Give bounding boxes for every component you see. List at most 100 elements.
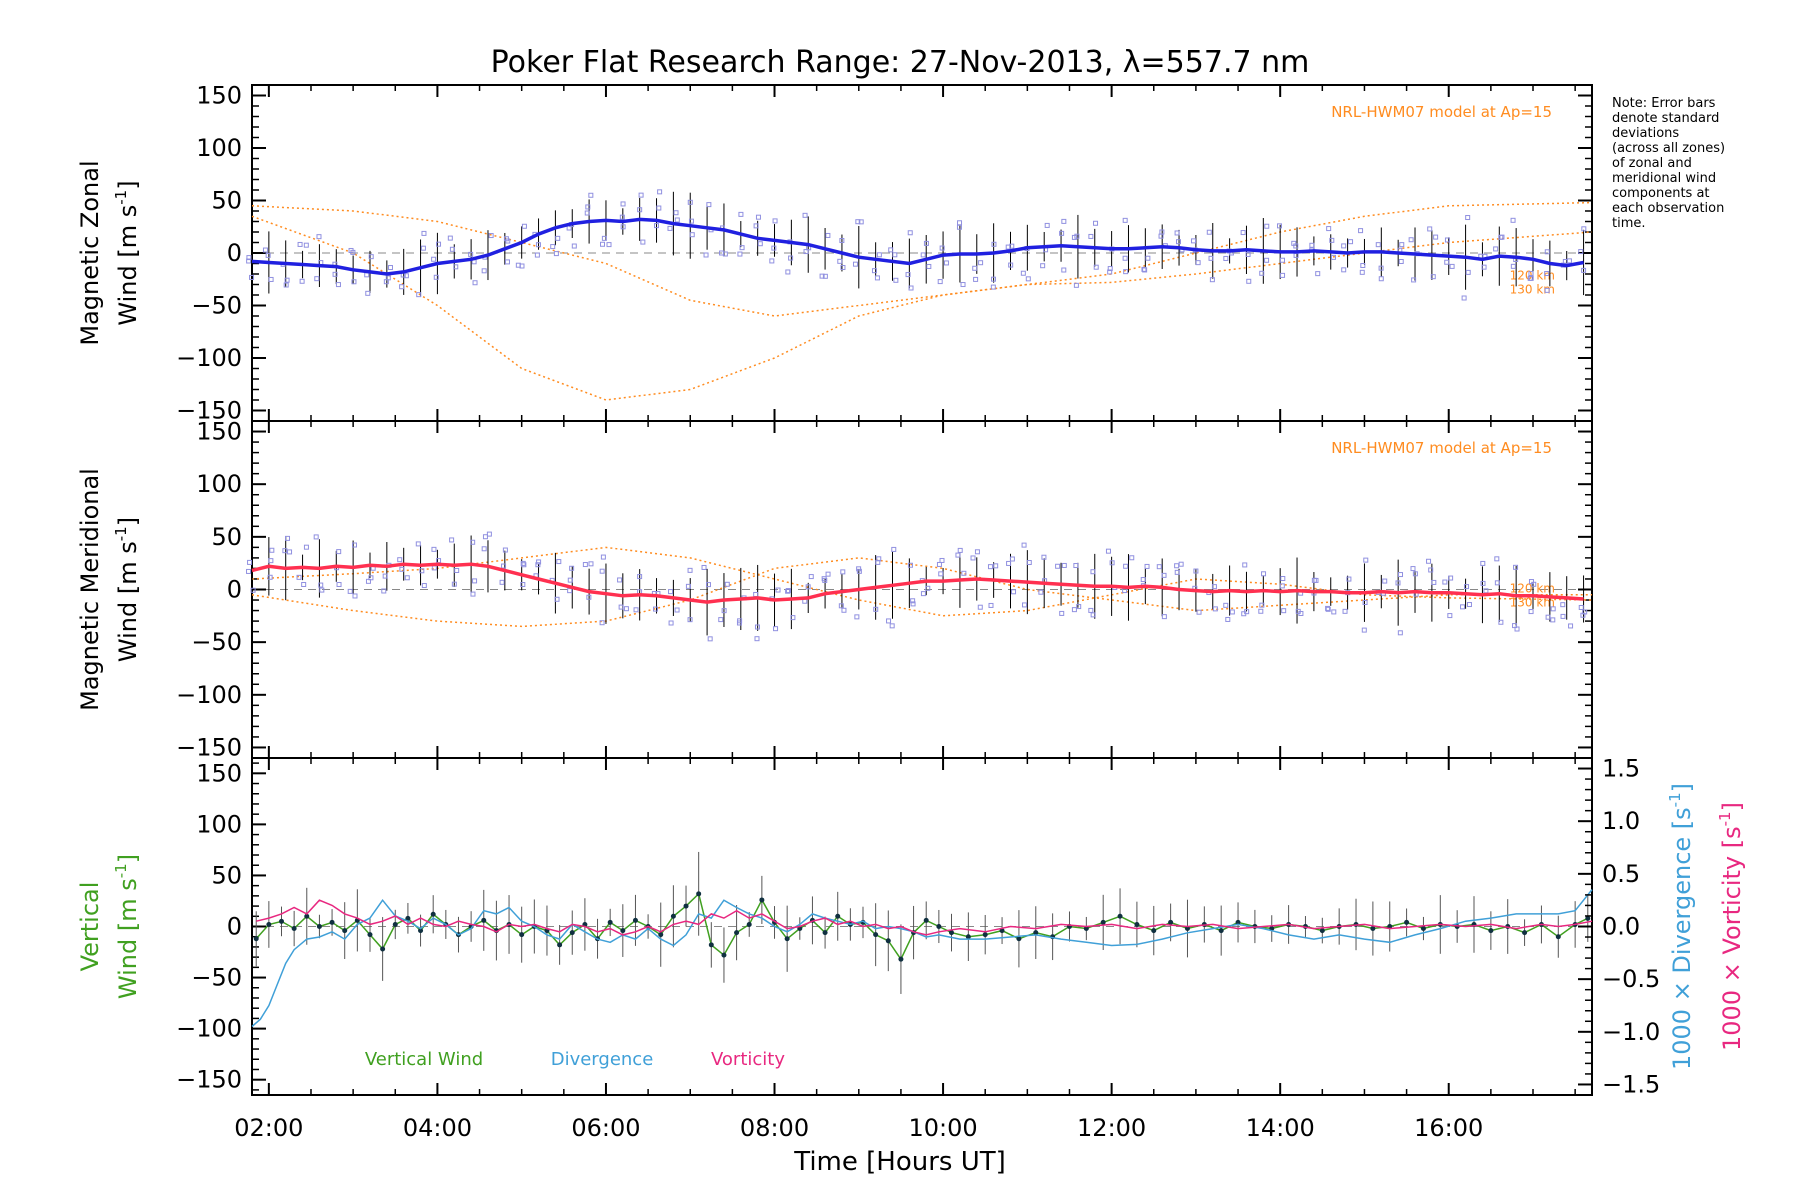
zone-sample-marker [404,575,410,581]
zone-sample-marker [667,225,673,231]
y-axis-label-close: ] [114,517,142,526]
series-mean-zonal-wind [251,217,1584,276]
zone-sample-marker [855,219,861,225]
x-tick-label: 14:00 [1246,1114,1315,1142]
zone-sample-marker [1309,242,1315,248]
zone-sample-marker [687,567,693,573]
zone-sample-marker [1412,571,1418,577]
zone-sample-marker [910,598,916,604]
zone-sample-marker [640,239,646,245]
vertical-wind-point [632,917,638,923]
zone-sample-marker [351,279,357,285]
zone-sample-marker [588,561,594,567]
zone-sample-marker [718,617,724,623]
right-axis-label-vorticity-sup: -1 [1716,811,1734,826]
zone-sample-marker [1240,230,1246,236]
zone-sample-marker [1531,581,1537,587]
zone-sample-marker [875,559,881,565]
zone-sample-marker [724,581,730,587]
vertical-wind-point [519,932,525,938]
zone-sample-marker [705,582,711,588]
zone-sample-marker [556,559,562,565]
zone-sample-marker [1398,258,1404,264]
zone-sample-marker [674,607,680,613]
zone-sample-marker [1011,589,1017,595]
zone-sample-marker [908,285,914,291]
zone-sample-marker [1076,604,1082,610]
zone-sample-marker [972,265,978,271]
vertical-wind-point [557,942,563,948]
zone-sample-marker [840,265,846,271]
zone-sample-marker [1346,576,1352,582]
zone-sample-marker [874,275,880,281]
y-tick-label: 0 [227,576,242,604]
zone-sample-marker [1326,226,1332,232]
zone-sample-marker [1088,233,1094,239]
right-axis-label-divergence-sup: -1 [1666,792,1684,807]
zone-sample-marker [1431,579,1437,585]
zone-sample-marker [891,546,897,552]
zone-sample-marker [620,201,626,207]
right-y-tick-label: 1.0 [1602,807,1640,835]
zone-sample-marker [653,606,659,612]
zone-sample-marker [1206,229,1212,235]
zone-sample-marker [907,562,913,568]
vertical-wind-point [304,913,310,919]
zone-sample-marker [1325,606,1331,612]
zone-sample-marker [421,583,427,589]
zone-sample-marker [1464,584,1470,590]
zone-sample-marker [886,618,892,624]
zone-sample-marker [1073,563,1079,569]
vertical-wind-point [982,932,988,938]
vertical-wind-point [1235,919,1241,925]
zone-sample-marker [657,189,663,195]
zone-sample-marker [943,260,949,266]
zone-sample-marker [535,562,541,568]
zone-sample-marker [689,232,695,238]
legend-entry: Divergence [551,1049,654,1070]
zone-sample-marker [521,562,527,568]
zone-sample-marker [454,567,460,573]
zone-sample-marker [706,202,712,208]
note-line: of zonal and [1612,156,1692,171]
zone-sample-marker [247,559,253,565]
zone-sample-marker [701,564,707,570]
zone-sample-marker [1397,630,1403,636]
zone-sample-marker [707,636,713,642]
zone-sample-marker [1363,557,1369,563]
zone-sample-marker [1073,282,1079,288]
zone-sample-marker [554,596,560,602]
zone-sample-marker [1382,578,1388,584]
zone-sample-marker [381,588,387,594]
zone-sample-marker [246,255,252,261]
vertical-wind-point [670,913,676,919]
zone-sample-marker [553,251,559,257]
zone-sample-marker [1123,269,1129,275]
zone-sample-marker [297,241,303,247]
zone-sample-marker [1191,238,1197,244]
vertical-wind-point [1585,915,1591,921]
y-tick-label: 50 [211,187,242,215]
zone-sample-marker [567,577,573,583]
zone-sample-marker [267,574,273,580]
zone-sample-marker [1348,239,1354,245]
model-curve-label: 120 km [1510,582,1555,596]
zone-sample-marker [470,539,476,545]
zone-sample-marker [1193,568,1199,574]
legend-entry: Vertical Wind [365,1049,483,1070]
zone-sample-marker [822,273,828,279]
y-axis-label-sup: -1 [112,526,130,541]
zone-sample-marker [955,552,961,558]
zone-sample-marker [654,223,660,229]
zone-sample-marker [1145,255,1151,261]
vertical-wind-point [1555,934,1561,940]
zone-sample-marker [802,212,808,218]
zone-sample-marker [1514,626,1520,632]
zone-sample-marker [1009,556,1015,562]
zone-sample-marker [656,205,662,211]
zone-sample-marker [936,561,942,567]
vertical-wind-point [329,919,335,925]
zone-sample-marker [436,241,442,247]
right-axis-label-divergence-close: ] [1668,783,1696,792]
zone-sample-marker [1360,263,1366,269]
